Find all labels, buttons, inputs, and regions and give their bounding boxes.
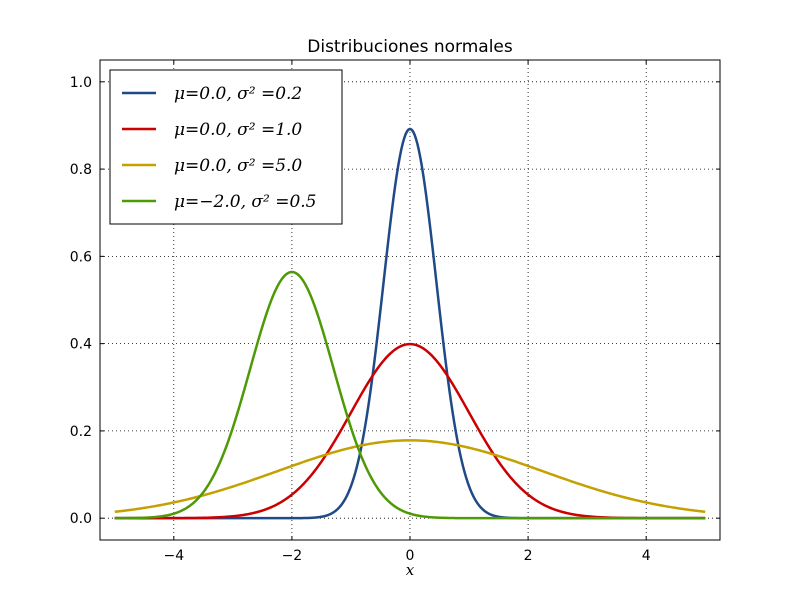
- legend-label-2: μ=0.0, σ² =1.0: [174, 120, 302, 140]
- x-tick-label: −2: [282, 548, 303, 564]
- x-axis-label: x: [406, 561, 415, 579]
- series-line-3: [114, 439, 706, 514]
- y-tick-label: 0.0: [70, 511, 92, 527]
- y-tick-label: 0.6: [70, 249, 92, 265]
- series-line-4: [114, 270, 706, 520]
- chart-title: Distribuciones normales: [307, 37, 513, 57]
- legend-label-3: μ=0.0, σ² =5.0: [174, 156, 302, 176]
- y-tick-label: 0.2: [70, 424, 92, 440]
- series-lines: [114, 127, 706, 520]
- legend-box: [109, 69, 343, 225]
- x-tick-label: 4: [642, 548, 651, 564]
- legend: μ=0.0, σ² =0.2 μ=0.0, σ² =1.0 μ=0.0, σ² =5…: [109, 69, 343, 225]
- x-tick-label: −4: [163, 548, 184, 564]
- y-tick-label: 0.4: [70, 337, 92, 353]
- ticks: −4 −2 0 2 4 0.0 0.2 0.4 0.6 0.8 1.0: [70, 60, 720, 564]
- x-tick-label: 0: [406, 548, 415, 564]
- grid: [100, 60, 720, 540]
- y-tick-label: 1.0: [70, 75, 92, 91]
- y-tick-label: 0.8: [70, 162, 92, 178]
- legend-label-1: μ=0.0, σ² =0.2: [174, 84, 302, 104]
- x-tick-label: 2: [524, 548, 533, 564]
- legend-label-4: μ=−2.0, σ² =0.5: [174, 192, 316, 212]
